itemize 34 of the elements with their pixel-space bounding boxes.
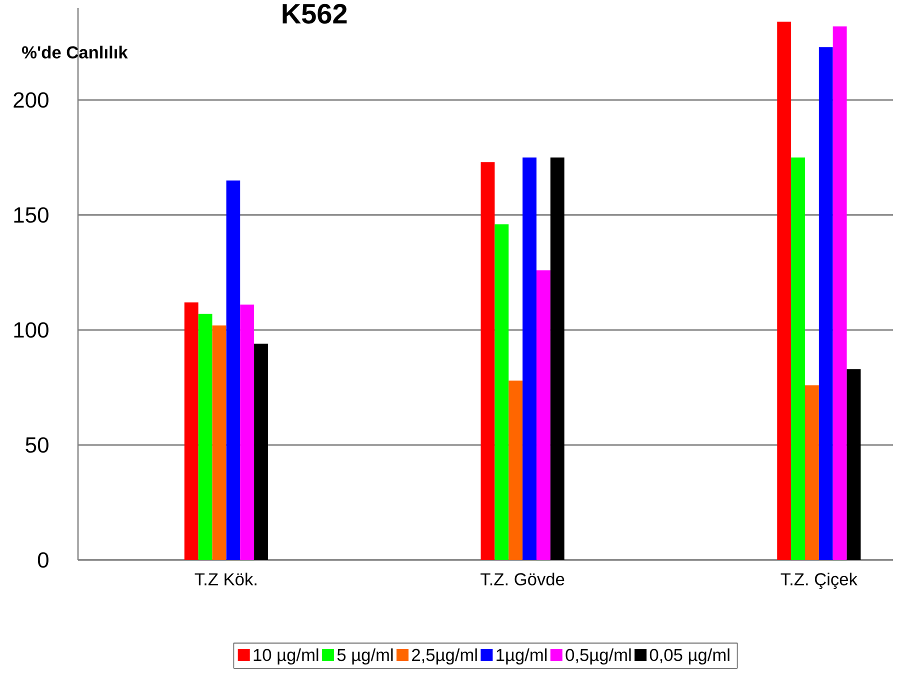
bar <box>550 157 564 560</box>
y-tick-label: 150 <box>14 207 48 223</box>
x-tick-label: T.Z. Gövde <box>480 572 564 586</box>
bar <box>818 47 833 560</box>
bar <box>846 369 861 560</box>
y-tick-label: 100 <box>14 322 48 338</box>
bar <box>804 385 819 560</box>
bar <box>240 304 254 560</box>
bar <box>777 22 792 560</box>
bar <box>508 380 523 560</box>
bar <box>480 162 495 560</box>
bar <box>536 270 550 560</box>
bar <box>791 157 805 560</box>
x-tick-label: T.Z Kök. <box>194 572 256 586</box>
bar <box>212 325 226 560</box>
legend-label: 2,5µg/ml <box>412 648 477 665</box>
bar <box>494 224 509 560</box>
legend-label: 0,05 µg/ml <box>650 648 730 665</box>
bar <box>226 180 240 560</box>
bar <box>198 314 212 560</box>
bar <box>832 26 847 560</box>
y-tick-label: 200 <box>14 92 48 108</box>
chart-title: K562 <box>282 4 347 24</box>
y-tick-label: 0 <box>38 552 48 568</box>
bar <box>184 302 198 560</box>
legend-label: 1µg/ml <box>496 648 547 665</box>
legend-label: 5 µg/ml <box>337 648 393 665</box>
y-axis-title: %'de Canlılık <box>22 46 128 59</box>
bar <box>522 157 536 560</box>
legend-label: 0,5µg/ml <box>566 648 631 665</box>
x-tick-label: T.Z. Çiçek <box>780 572 858 589</box>
legend-label: 10 µg/ml <box>254 648 318 665</box>
y-tick-label: 50 <box>26 437 48 453</box>
bar <box>254 344 268 560</box>
